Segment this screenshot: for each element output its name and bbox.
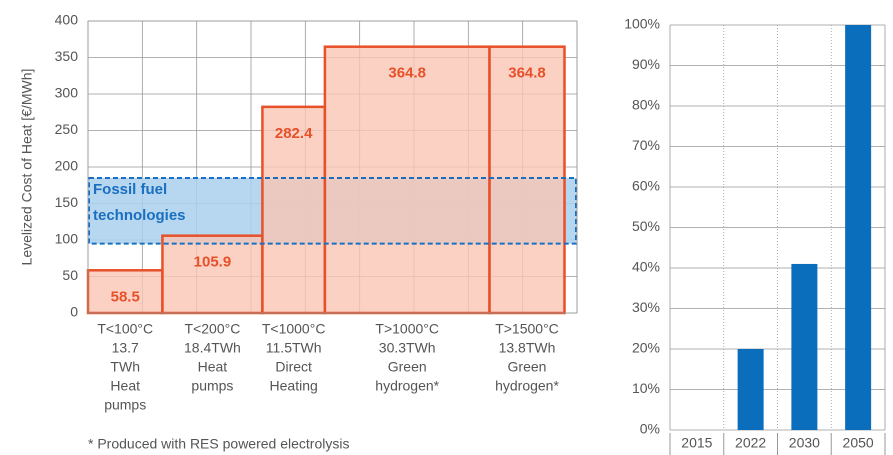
y-tick-label: 40% <box>632 259 660 275</box>
y-tick-label: 100% <box>624 16 660 32</box>
x-tick-label: T>1500°C <box>495 321 559 337</box>
bar <box>488 45 566 315</box>
x-tick-label: 2015 <box>681 435 712 451</box>
y-tick-label: 10% <box>632 380 660 396</box>
x-tick-label: T>1000°C <box>375 321 439 337</box>
y-tick-label: 0 <box>70 304 78 320</box>
x-tick-label: Green <box>508 359 547 375</box>
x-tick-label: pumps <box>191 378 233 394</box>
x-tick-label: 2030 <box>789 435 820 451</box>
data-label: 105.9 <box>194 254 232 271</box>
y-tick-label: 60% <box>632 178 660 194</box>
x-tick-label: 2022 <box>735 435 766 451</box>
y-tick-label: 100 <box>55 231 79 247</box>
y-tick-label: 400 <box>55 12 79 28</box>
x-tick-label: Heating <box>270 378 318 394</box>
bar <box>845 25 872 430</box>
footnote: * Produced with RES powered electrolysis <box>88 436 349 452</box>
y-axis-label: Levelized Cost of Heat [€/MWh] <box>19 69 35 266</box>
y-tick-label: 50% <box>632 218 660 234</box>
fossil-band-border <box>88 176 577 245</box>
band-label: Fossil fuel <box>93 181 167 198</box>
x-tick-label: hydrogen* <box>495 378 559 394</box>
data-label: 282.4 <box>275 125 313 142</box>
data-label: 364.8 <box>508 65 546 82</box>
x-tick-label: 30.3TWh <box>379 340 436 356</box>
y-tick-label: 250 <box>55 121 79 137</box>
bar <box>737 349 764 430</box>
x-tick-label: 2050 <box>843 435 874 451</box>
x-tick-label: pumps <box>104 397 146 413</box>
x-tick-label: T<1000°C <box>262 321 326 337</box>
x-tick-label: 13.8TWh <box>499 340 556 356</box>
x-tick-label: Heat <box>198 359 228 375</box>
y-tick-label: 80% <box>632 97 660 113</box>
y-tick-label: 200 <box>55 158 79 174</box>
y-tick-label: 350 <box>55 48 79 64</box>
x-tick-label: TWh <box>110 359 140 375</box>
x-tick-label: Direct <box>275 359 312 375</box>
x-tick-label: T<100°C <box>97 321 153 337</box>
x-tick-label: 18.4TWh <box>184 340 241 356</box>
y-tick-label: 50 <box>62 267 78 283</box>
bar <box>323 45 491 315</box>
x-tick-label: T<200°C <box>185 321 241 337</box>
data-label: 364.8 <box>388 65 426 82</box>
bar <box>791 263 818 430</box>
x-tick-label: 13.7 <box>112 340 139 356</box>
y-tick-label: 90% <box>632 56 660 72</box>
data-label: 58.5 <box>111 288 140 305</box>
bar <box>161 234 264 315</box>
y-tick-label: 30% <box>632 299 660 315</box>
band-label: technologies <box>93 207 186 224</box>
x-tick-label: Green <box>388 359 427 375</box>
y-tick-label: 70% <box>632 137 660 153</box>
y-tick-label: 20% <box>632 340 660 356</box>
y-tick-label: 300 <box>55 85 79 101</box>
plot-frame <box>87 20 578 314</box>
x-tick-label: hydrogen* <box>375 378 439 394</box>
y-tick-label: 150 <box>55 194 79 210</box>
y-tick-label: 0% <box>640 421 660 437</box>
x-tick-label: 11.5TWh <box>266 340 322 356</box>
x-tick-label: Heat <box>110 378 140 394</box>
